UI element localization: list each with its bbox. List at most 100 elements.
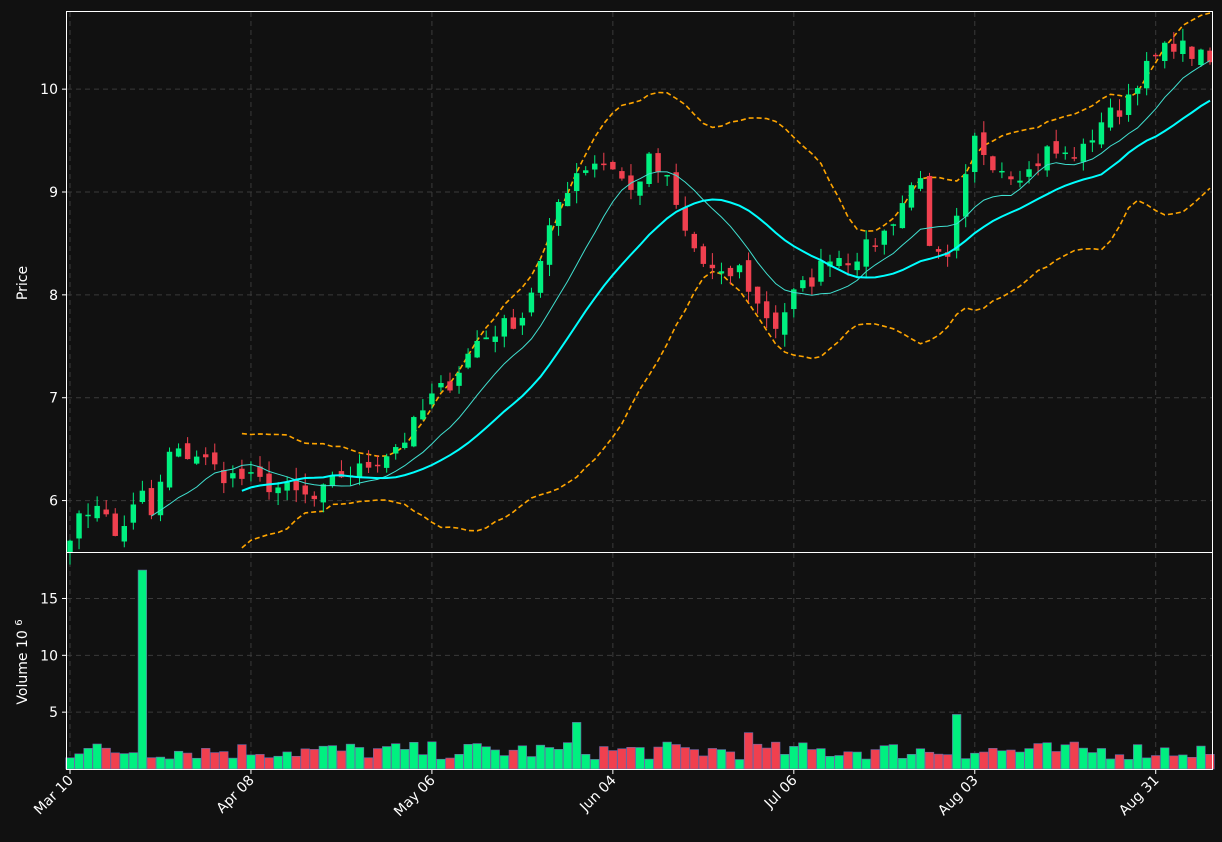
volume-bar [626, 747, 636, 770]
candle-body [356, 463, 363, 478]
candle-body [248, 472, 254, 474]
volume-bar [92, 743, 102, 770]
candle-body [212, 452, 218, 465]
volume-bar [798, 742, 808, 770]
candle-body [492, 336, 498, 342]
volume-axis-label-base: 10 [15, 630, 31, 648]
volume-bar [155, 756, 166, 770]
volume-bar [228, 757, 238, 770]
volume-bar [373, 748, 383, 770]
volume-bar [952, 714, 962, 770]
volume-bar [897, 758, 907, 770]
price-tick-label: 6 [49, 494, 58, 510]
candle-body [745, 260, 752, 292]
candle-body [456, 372, 462, 386]
candle-body [103, 509, 109, 515]
volume-bar [210, 752, 220, 770]
volume-bar [734, 759, 745, 770]
volume-bar [173, 750, 184, 770]
volume-bar [300, 748, 310, 770]
candle-body [709, 264, 716, 269]
candle-body [1035, 163, 1041, 167]
volume-bar [119, 753, 129, 770]
candle-body [393, 447, 399, 454]
candle-body [1026, 169, 1032, 177]
volume-bar [617, 748, 627, 770]
volume-bar [861, 758, 871, 770]
volume-bar [137, 569, 147, 770]
volume-bar [427, 741, 437, 770]
candle-body [1089, 140, 1096, 143]
candle-body [917, 178, 924, 189]
candle-body [94, 505, 100, 519]
candle-body [555, 202, 562, 226]
volume-bar [472, 743, 482, 770]
candle-body [682, 207, 688, 231]
candle-body [338, 471, 345, 478]
candle-body [374, 464, 381, 467]
volume-bar [915, 748, 926, 770]
volume-axis-label-power: 6 [14, 619, 25, 625]
ma-fast-line [151, 60, 1211, 517]
volume-bar [354, 747, 365, 770]
volume-bar [988, 748, 998, 770]
candle-body [800, 280, 806, 289]
candle-body [981, 132, 987, 156]
candle-body [1153, 54, 1159, 57]
candle-body [637, 181, 643, 196]
volume-bar [680, 747, 690, 770]
candle-body [601, 163, 607, 166]
volume-bar [716, 749, 727, 770]
volume-bar [1178, 754, 1188, 770]
candle-body [546, 225, 553, 265]
candle-body [411, 417, 417, 447]
volume-bar [1151, 755, 1161, 770]
volume-bar [1133, 744, 1143, 770]
volume-bar [743, 732, 754, 770]
candle-body [610, 161, 616, 170]
volume-bar [671, 744, 681, 770]
price-tick-label: 8 [49, 288, 58, 304]
ma-slow-line [241, 99, 1211, 492]
volume-bar [391, 743, 401, 770]
candle-body [1044, 146, 1050, 171]
price-axis-label: Price [15, 266, 31, 300]
candle-body [293, 479, 299, 491]
lower-band-line [241, 187, 1211, 549]
volume-bar [418, 754, 428, 770]
volume-bar [1051, 751, 1061, 770]
candle-body [148, 488, 155, 516]
volume-bar [843, 751, 853, 770]
volume-bar [409, 742, 419, 770]
candle-body [691, 233, 697, 249]
volume-bar [1169, 755, 1179, 770]
price-tick-label: 10 [40, 82, 58, 98]
candle-body [157, 481, 164, 516]
candle-body [402, 442, 408, 448]
candle-body [583, 170, 589, 173]
candle-body [736, 265, 743, 273]
candle-body [1071, 157, 1077, 159]
candle-body [953, 215, 960, 251]
volume-bar [1042, 742, 1052, 770]
volume-bar [382, 746, 392, 770]
candle-body [899, 203, 906, 229]
volume-bar [110, 752, 120, 770]
candle-body [438, 383, 444, 388]
volume-bar [553, 749, 564, 770]
volume-bar [400, 749, 410, 770]
candle-body [718, 271, 725, 274]
candle-body [429, 393, 435, 405]
volume-bar [943, 754, 953, 770]
candle-body [175, 448, 182, 457]
candle-body [999, 170, 1005, 173]
volume-bar [1078, 747, 1088, 770]
candle-body [872, 245, 878, 247]
volume-bar [698, 755, 708, 770]
candle-body [863, 239, 869, 267]
volume-bar [454, 754, 464, 770]
upper-band-line [241, 12, 1211, 458]
candle-body [166, 451, 173, 488]
candle-body [845, 263, 851, 266]
